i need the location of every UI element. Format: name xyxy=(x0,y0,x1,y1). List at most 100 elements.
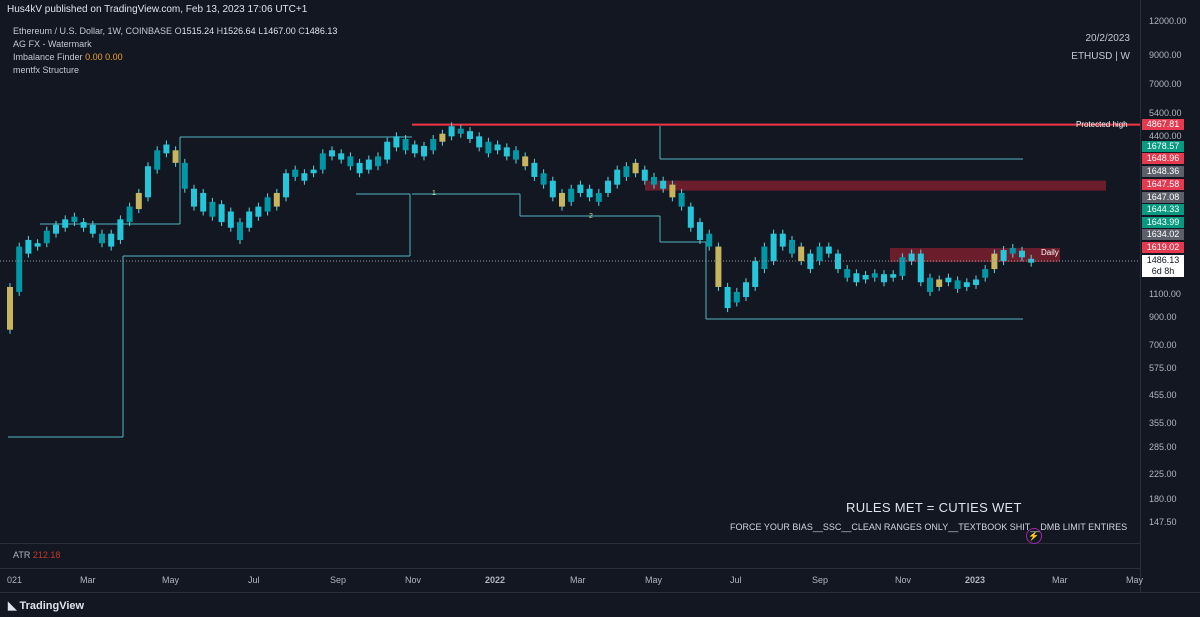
price-chart[interactable] xyxy=(0,0,1140,568)
structure-label-1: 1 xyxy=(432,190,436,197)
candle-body xyxy=(927,277,933,292)
candle-body xyxy=(954,280,961,289)
candle-body xyxy=(80,222,87,228)
candle-body xyxy=(1000,250,1007,262)
price-tick: 7000.00 xyxy=(1149,79,1182,89)
candle-body xyxy=(513,150,519,160)
tv-logo-icon: ◣ xyxy=(8,600,20,612)
indicator-structure[interactable]: mentfx Structure xyxy=(13,65,80,75)
time-tick: May xyxy=(1126,575,1144,585)
pane-divider[interactable] xyxy=(0,543,1140,544)
price-tag: 1619.02 xyxy=(1142,242,1184,253)
candle-body xyxy=(99,233,105,244)
candle-body xyxy=(347,156,354,167)
price-tag: 1644.33 xyxy=(1142,204,1184,215)
high-value: 1526.64 xyxy=(223,26,256,36)
candle-body xyxy=(62,219,69,228)
candle-body xyxy=(715,246,722,287)
candle-body xyxy=(1019,250,1025,258)
candle-body xyxy=(200,192,207,212)
candle-body xyxy=(163,144,170,154)
price-tag: 1634.02 xyxy=(1142,229,1184,240)
candle-body xyxy=(191,188,197,207)
candle-body xyxy=(577,184,584,193)
candle-body xyxy=(494,144,501,151)
time-tick: 021 xyxy=(7,575,23,585)
candle-body xyxy=(209,201,216,217)
atr-value: 212.18 xyxy=(32,550,61,560)
candle-body xyxy=(559,192,565,207)
candle-body xyxy=(623,166,630,177)
watermark: 20/2/2023 ETHUSD | W xyxy=(1071,30,1130,66)
candle-body xyxy=(25,239,32,254)
candle-body xyxy=(135,192,142,210)
time-axis[interactable]: 021 Mar May Jul Sep Nov 2022 Mar May Jul… xyxy=(0,568,1144,593)
price-tick: 9000.00 xyxy=(1149,50,1182,60)
candle-body xyxy=(108,233,115,247)
symbol-legend[interactable]: Ethereum / U.S. Dollar, 1W, COINBASE O15… xyxy=(13,26,338,36)
price-tick: 355.00 xyxy=(1149,418,1177,428)
candle-body xyxy=(825,246,832,254)
atr-legend[interactable]: ATR 212.18 xyxy=(13,550,61,560)
daily-label: Daily xyxy=(1041,248,1059,257)
supply-zone xyxy=(645,180,1106,191)
candle-body xyxy=(7,286,13,330)
time-tick: Nov xyxy=(405,575,422,585)
candle-body xyxy=(393,136,400,148)
candle-body xyxy=(651,176,657,185)
lightning-icon[interactable]: ⚡ xyxy=(1026,528,1042,544)
price-tick: 700.00 xyxy=(1149,340,1177,350)
candle-body xyxy=(733,291,740,303)
time-tick: May xyxy=(645,575,663,585)
time-tick: Mar xyxy=(1052,575,1068,585)
candle-body xyxy=(899,257,906,276)
symbol-name: Ethereum / U.S. Dollar, 1W, COINBASE xyxy=(13,26,173,36)
candle-body xyxy=(798,246,805,262)
candle-body xyxy=(1009,247,1016,254)
indicator-imbalance[interactable]: Imbalance Finder 0.00 0.00 xyxy=(13,52,123,62)
candle-body xyxy=(549,180,556,198)
candle-body xyxy=(761,246,768,270)
candle-body xyxy=(329,150,335,157)
candle-body xyxy=(669,184,676,198)
candle-body xyxy=(917,253,924,283)
candle-body xyxy=(476,136,483,148)
candle-body xyxy=(770,233,777,262)
candle-body xyxy=(697,222,703,240)
candle-body xyxy=(871,273,878,278)
candle-body xyxy=(145,166,151,198)
price-tag: 1647.58 xyxy=(1142,179,1184,190)
note-rules: RULES MET = CUTIES WET xyxy=(846,500,1022,515)
candle-body xyxy=(724,286,731,309)
close-value: 1486.13 xyxy=(304,26,338,36)
candle-body xyxy=(503,147,510,157)
daily-zone xyxy=(890,247,1060,262)
candle-body xyxy=(283,173,289,198)
candle-body xyxy=(43,230,50,244)
candle-body xyxy=(908,253,915,262)
candle-body xyxy=(227,211,234,228)
candle-body xyxy=(246,211,253,228)
time-tick: Mar xyxy=(80,575,96,585)
candle-body xyxy=(844,269,851,278)
price-tick: 900.00 xyxy=(1149,312,1177,322)
time-tick: Sep xyxy=(812,575,829,585)
price-tick: 4400.00 xyxy=(1149,131,1182,141)
watermark-ticker: ETHUSD | W xyxy=(1071,51,1130,62)
note-force: FORCE YOUR BIAS__SSC__CLEAN RANGES ONLY_… xyxy=(730,522,1128,532)
indicator-watermark[interactable]: AG FX - Watermark xyxy=(13,39,92,49)
structure-label-2: 2 xyxy=(589,213,593,220)
candle-body xyxy=(301,173,308,181)
candle-body xyxy=(264,197,271,212)
time-tick: May xyxy=(162,575,180,585)
bar-countdown: 6d 8h xyxy=(1151,266,1175,276)
publish-header-text: Hus4kV published on TradingView.com, Feb… xyxy=(7,4,308,15)
current-price-tag: 1486.13 6d 8h xyxy=(1142,255,1184,277)
candle-body xyxy=(706,233,713,247)
price-tag: 1648.96 xyxy=(1142,153,1184,164)
candle-body xyxy=(375,156,381,167)
candle-body xyxy=(752,261,759,287)
price-axis[interactable]: 12000.00 9000.00 7000.00 5400.00 4400.00… xyxy=(1140,0,1200,592)
tradingview-logo[interactable]: ◣ TradingView xyxy=(8,600,85,612)
candle-body xyxy=(457,128,464,134)
